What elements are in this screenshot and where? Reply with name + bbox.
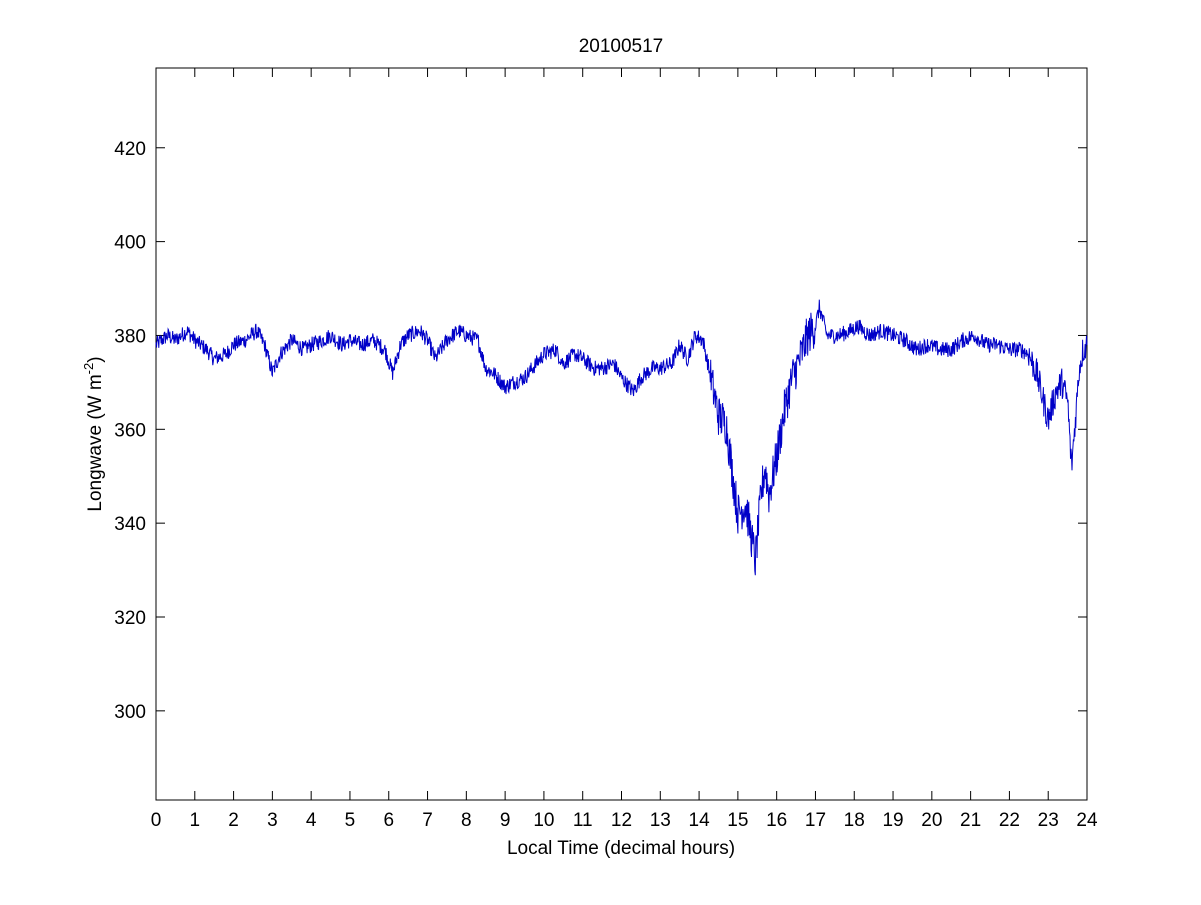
x-axis-ticks xyxy=(155,68,1088,800)
x-tick-label: 22 xyxy=(999,810,1020,831)
x-tick-label: 5 xyxy=(345,810,356,831)
x-tick-label: 0 xyxy=(151,810,162,831)
y-tick-label: 340 xyxy=(114,514,146,535)
x-tick-label: 7 xyxy=(422,810,433,831)
x-tick-label: 11 xyxy=(573,810,593,831)
x-tick-label: 14 xyxy=(689,810,711,831)
x-tick-label: 6 xyxy=(383,810,394,831)
x-tick-label: 24 xyxy=(1076,810,1098,831)
x-tick-label: 13 xyxy=(650,810,671,831)
y-axis-ticks xyxy=(156,147,1087,712)
x-tick-label: 10 xyxy=(533,810,554,831)
x-tick-label: 23 xyxy=(1038,810,1059,831)
x-tick-label: 3 xyxy=(267,810,278,831)
plot-area: 0 1 2 3 4 5 6 7 8 9 10 11 12 13 14 15 16 17 18 19 20 21 22 23 24… xyxy=(114,67,1098,831)
x-axis-label: Local Time (decimal hours) xyxy=(507,838,735,859)
x-tick-label: 18 xyxy=(844,810,865,831)
y-axis-label-main: Longwave (W m xyxy=(85,374,106,511)
x-tick-label: 19 xyxy=(882,810,903,831)
y-tick-label: 420 xyxy=(114,139,146,160)
x-tick-label: 20 xyxy=(921,810,942,831)
x-tick-label: 4 xyxy=(306,810,317,831)
x-tick-label: 9 xyxy=(500,810,511,831)
x-tick-label: 1 xyxy=(190,810,201,831)
x-tick-label: 8 xyxy=(461,810,472,831)
y-tick-label: 360 xyxy=(114,420,146,441)
x-tick-label: 17 xyxy=(805,810,826,831)
x-tick-label: 21 xyxy=(960,810,981,831)
y-tick-label: 300 xyxy=(114,702,146,723)
y-tick-label: 400 xyxy=(114,233,146,254)
y-axis-label-suffix: ) xyxy=(85,356,106,362)
y-tick-label: 380 xyxy=(114,326,146,347)
x-tick-label: 15 xyxy=(727,810,748,831)
x-tick-label: 12 xyxy=(611,810,632,831)
y-axis-label: Longwave (W m-2) xyxy=(81,356,106,511)
x-tick-label: 16 xyxy=(766,810,787,831)
y-tick-label: 320 xyxy=(114,608,146,629)
y-axis-label-superscript: -2 xyxy=(81,363,96,375)
series-group xyxy=(155,299,1088,576)
x-axis-tick-labels: 0 1 2 3 4 5 6 7 8 9 10 11 12 13 14 15 16 17 18 19 20 21 22 23 24 xyxy=(151,810,1098,831)
y-axis-tick-labels: 300 320 340 360 380 400 420 xyxy=(114,139,146,723)
chart-title: 20100517 xyxy=(579,36,664,57)
plot-frame xyxy=(155,67,1088,801)
x-tick-label: 2 xyxy=(228,810,239,831)
series-line xyxy=(155,299,1088,576)
